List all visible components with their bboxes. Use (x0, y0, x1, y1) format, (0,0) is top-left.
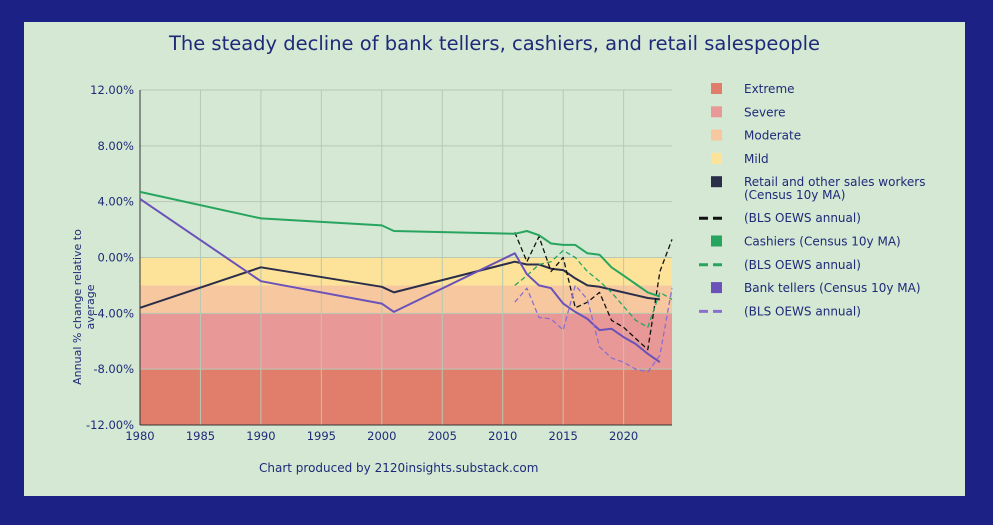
x-tick-label: 2010 (488, 429, 517, 443)
y-tick-label: 12.00% (90, 83, 134, 97)
chart-title: The steady decline of bank tellers, cash… (168, 32, 821, 55)
x-tick-label: 2020 (609, 429, 638, 443)
x-tick-label: 1985 (186, 429, 215, 443)
x-tick-label: 1995 (307, 429, 336, 443)
series-line-0 (139, 260, 661, 309)
legend-swatch (711, 152, 722, 164)
x-tick-label: 1980 (125, 429, 154, 443)
legend-label: Bank tellers (Census 10y MA) (744, 281, 921, 295)
legend-label: Retail and other sales workers (744, 175, 925, 189)
legend-label: (Census 10y MA) (744, 188, 845, 202)
legend-label: Moderate (744, 129, 801, 143)
x-tick-label: 2000 (367, 429, 396, 443)
legend-label: Extreme (744, 82, 795, 96)
legend-label: (BLS OEWS annual) (744, 258, 861, 272)
chart-credit: Chart produced by 2120insights.substack.… (259, 461, 539, 475)
series-line-2 (139, 190, 661, 298)
legend-swatch (711, 106, 722, 118)
y-tick-label: -4.00% (93, 306, 134, 320)
legend-swatch (711, 176, 722, 188)
legend-label: Cashiers (Census 10y MA) (744, 235, 901, 249)
y-tick-label: 4.00% (97, 195, 134, 209)
x-tick-label: 2015 (549, 429, 578, 443)
legend-swatch (711, 282, 722, 294)
series-line-1 (514, 232, 673, 351)
band-extreme (140, 369, 672, 425)
legend-label: Severe (744, 105, 786, 119)
legend-swatch (711, 235, 722, 247)
y-tick-label: -8.00% (93, 362, 134, 376)
chart-svg: 1980 1985 1990 1995 2000 2005 2010 2015 2020 12.0… (86, 82, 925, 443)
x-tick-label: 1990 (246, 429, 275, 443)
x-tick-label: 2005 (428, 429, 457, 443)
y-tick-label: -12.00% (86, 418, 134, 432)
legend-label: Mild (744, 152, 769, 166)
series-line-4 (139, 198, 661, 364)
legend-swatch (711, 129, 722, 141)
band-mild (140, 257, 672, 286)
series-line-5 (514, 284, 673, 373)
band-severe (140, 313, 672, 370)
legend-swatch (711, 83, 722, 94)
y-tick-label: 0.00% (97, 251, 134, 265)
legend-label: (BLS OEWS annual) (744, 304, 861, 318)
chart-panel: The steady decline of bank tellers, cash… (24, 22, 965, 496)
legend-label: (BLS OEWS annual) (744, 211, 861, 225)
series-line-3 (514, 249, 673, 328)
y-tick-label: 8.00% (97, 139, 134, 153)
